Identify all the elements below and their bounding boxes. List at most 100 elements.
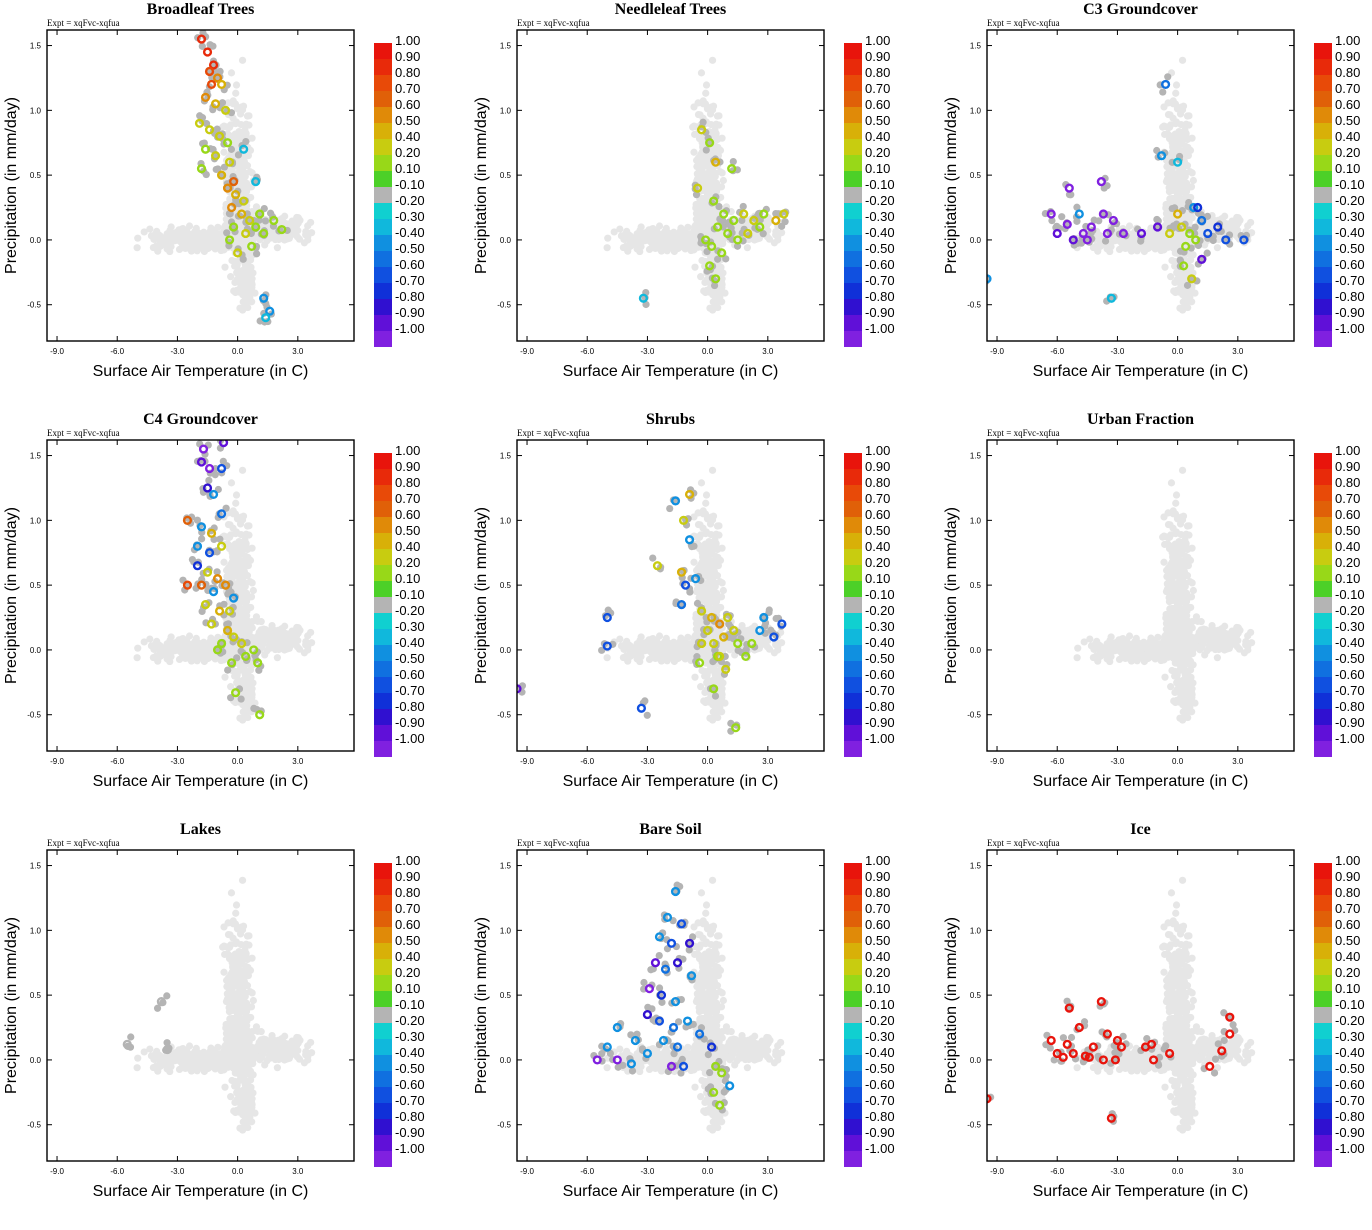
colorbar-label: -0.70	[1335, 273, 1365, 288]
colorbar-label: -0.70	[395, 273, 425, 288]
data-point	[1076, 211, 1083, 218]
background-point	[243, 299, 250, 306]
colorbar-label: -0.10	[395, 587, 425, 602]
background-point	[1128, 247, 1135, 254]
background-point	[715, 112, 722, 119]
background-point	[261, 241, 268, 248]
background-point	[220, 559, 227, 566]
colorbar-label: -0.20	[395, 603, 425, 618]
colorbar-label: 0.70	[395, 491, 420, 506]
colorbar-cell	[374, 709, 392, 725]
colorbar-label: 0.40	[395, 129, 420, 144]
background-point	[1160, 103, 1167, 110]
background-point	[1172, 90, 1179, 97]
background-point	[691, 131, 698, 138]
background-point	[243, 616, 250, 623]
y-tick-label: -0.5	[967, 301, 981, 310]
background-point	[164, 230, 171, 237]
colorbar-cell	[374, 533, 392, 549]
x-tick-label: 0.0	[1172, 347, 1184, 356]
data-point	[256, 711, 263, 718]
background-point	[243, 290, 250, 297]
x-axis-label: Surface Air Temperature (in C)	[563, 363, 779, 380]
x-tick-label: -6.0	[110, 347, 124, 356]
colorbar-cell	[1314, 235, 1332, 251]
colorbar-cell	[1314, 203, 1332, 219]
colorbar-label: -0.90	[395, 715, 425, 730]
background-point	[1168, 257, 1175, 264]
neutral-point	[1102, 237, 1109, 244]
background-point	[690, 149, 697, 156]
colorbar-label: -0.50	[865, 241, 895, 256]
background-point	[1128, 241, 1135, 248]
colorbar-cell	[374, 43, 392, 59]
expt-label: Expt = xqFvc-xqfua	[517, 428, 590, 438]
colorbar-cell	[374, 171, 392, 187]
colorbar: 1.000.900.800.700.600.500.400.200.10-0.1…	[1314, 33, 1365, 347]
colorbar-label: -0.60	[395, 257, 425, 272]
background-point	[1166, 111, 1173, 118]
x-tick-label: 0.0	[702, 347, 714, 356]
colorbar-label: -1.00	[395, 731, 425, 746]
background-point	[221, 264, 228, 271]
background-point	[1229, 217, 1236, 224]
background-point	[695, 174, 702, 181]
background-point	[681, 244, 688, 251]
background-point	[697, 166, 704, 173]
x-tick-label: -9.0	[50, 757, 64, 766]
background-point	[188, 651, 195, 658]
background-point	[295, 624, 302, 631]
background-point	[698, 69, 705, 76]
colorbar-label: 0.20	[1335, 145, 1360, 160]
background-point	[709, 57, 716, 64]
y-tick-label: 1.0	[30, 516, 42, 525]
background-point	[1214, 244, 1221, 251]
background-point	[239, 467, 246, 474]
colorbar-label: 1.00	[395, 33, 420, 48]
colorbar-label: -0.50	[395, 241, 425, 256]
colorbar-label: 1.00	[395, 443, 420, 458]
y-tick-label: 0.5	[970, 171, 982, 180]
background-point	[233, 81, 240, 88]
colorbar-cell	[374, 107, 392, 123]
background-point	[307, 219, 314, 226]
background-point	[1168, 197, 1175, 204]
background-point	[290, 637, 297, 644]
x-axis-label: Surface Air Temperature (in C)	[1033, 363, 1249, 380]
plot-frame	[987, 30, 1294, 341]
background-point	[237, 238, 244, 245]
background-point	[254, 618, 261, 625]
colorbar-label: 0.80	[395, 65, 420, 80]
colorbar-cell	[374, 565, 392, 581]
background-point	[1165, 174, 1172, 181]
colorbar: 1.000.900.800.700.600.500.400.200.10-0.1…	[844, 33, 895, 347]
background-point	[651, 231, 658, 238]
background-point	[1180, 169, 1187, 176]
expt-label: Expt = xqFvc-xqfua	[517, 18, 590, 28]
background-point	[634, 230, 641, 237]
neutral-point	[238, 695, 245, 702]
plot-frame	[47, 30, 354, 341]
colorbar-cell	[844, 187, 862, 203]
background-point	[172, 641, 179, 648]
background-point	[697, 273, 704, 280]
background-point	[1181, 271, 1188, 278]
data-point	[198, 582, 205, 589]
background-point	[281, 213, 288, 220]
background-point	[772, 228, 779, 235]
neutral-point	[219, 432, 226, 439]
x-tick-label: -6.0	[1050, 347, 1064, 356]
neutral-point	[223, 229, 230, 236]
background-point	[193, 225, 200, 232]
colorbar-label: -0.40	[1335, 225, 1365, 240]
background-point	[302, 638, 309, 645]
data-point	[208, 621, 215, 628]
x-tick-label: -9.0	[50, 347, 64, 356]
background-point	[247, 680, 254, 687]
background-point	[247, 674, 254, 681]
expt-label: Expt = xqFvc-xqfua	[987, 18, 1060, 28]
background-point	[239, 106, 246, 113]
background-point	[720, 177, 727, 184]
